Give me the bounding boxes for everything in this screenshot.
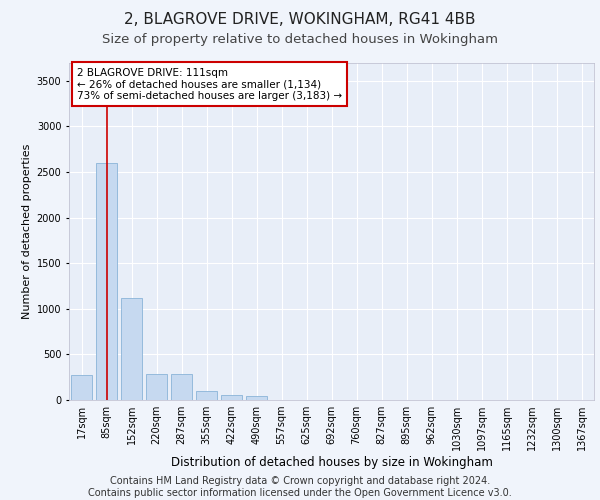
Bar [146, 374, 167, 400]
Text: Size of property relative to detached houses in Wokingham: Size of property relative to detached ho… [102, 32, 498, 46]
Bar [196, 392, 217, 400]
Bar [171, 374, 192, 400]
Bar [96, 163, 117, 400]
Bar [71, 376, 92, 400]
Text: 2 BLAGROVE DRIVE: 111sqm
← 26% of detached houses are smaller (1,134)
73% of sem: 2 BLAGROVE DRIVE: 111sqm ← 26% of detach… [77, 68, 342, 101]
Y-axis label: Number of detached properties: Number of detached properties [22, 144, 32, 319]
Text: Contains HM Land Registry data © Crown copyright and database right 2024.
Contai: Contains HM Land Registry data © Crown c… [88, 476, 512, 498]
Bar [221, 395, 242, 400]
Bar [246, 396, 267, 400]
X-axis label: Distribution of detached houses by size in Wokingham: Distribution of detached houses by size … [170, 456, 493, 469]
Bar [121, 298, 142, 400]
Text: 2, BLAGROVE DRIVE, WOKINGHAM, RG41 4BB: 2, BLAGROVE DRIVE, WOKINGHAM, RG41 4BB [124, 12, 476, 28]
